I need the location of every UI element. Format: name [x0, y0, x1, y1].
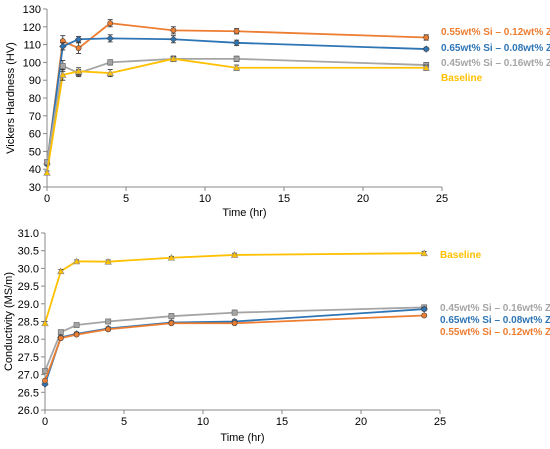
y-tick-label: 26.5 — [18, 387, 39, 399]
y-tick-label: 28.0 — [18, 334, 39, 346]
data-point — [73, 331, 80, 338]
y-tick-label: 29.5 — [18, 281, 39, 293]
x-axis-title: Time (hr) — [220, 432, 264, 444]
series-baseline — [43, 55, 430, 176]
data-point — [105, 318, 112, 325]
data-point — [167, 253, 176, 261]
data-point — [231, 309, 238, 316]
y-tick-label: 30.5 — [18, 246, 39, 258]
y-tick-label: 29.0 — [18, 299, 39, 311]
data-point — [106, 34, 114, 42]
y-tick-label: 28.5 — [18, 317, 39, 329]
legend-label-0-65wt-si-0-08wt-zr: 0.65wt% Si – 0.08wt% Zr — [441, 43, 550, 54]
series-0-55wt-si-0-12wt-zr — [42, 312, 428, 384]
y-tick-label: 100 — [23, 57, 41, 69]
legend-label-0-45wt-si-0-16wt-zr: 0.45wt% Si – 0.16wt% Zr — [440, 303, 550, 314]
data-point — [420, 305, 428, 313]
legend-label-baseline: Baseline — [441, 73, 483, 84]
data-point — [105, 326, 112, 333]
data-point — [72, 257, 81, 265]
x-tick-label: 25 — [434, 416, 446, 428]
y-tick-label: 120 — [23, 22, 41, 34]
series-line — [44, 306, 425, 372]
series-0-45wt-si-0-16wt-zr — [42, 304, 428, 374]
data-point — [42, 377, 48, 384]
y-tick-label: 40 — [29, 164, 41, 176]
legend-label-0-45wt-si-0-16wt-zr: 0.45wt% Si – 0.16wt% Zr — [441, 58, 550, 69]
data-point — [420, 249, 428, 257]
data-point — [42, 368, 48, 374]
x-tick-label: 10 — [197, 416, 209, 428]
hardness-chart: 30 40 50 60 70 80 90 100 110 120 130 0 5 10 15 20 25 Time… — [5, 4, 550, 219]
legend-label-0-55wt-si-0-12wt-zr: 0.55wt% Si – 0.12wt% Zr — [440, 327, 550, 338]
x-tick-label: 15 — [276, 416, 288, 428]
data-point — [106, 69, 114, 76]
data-point — [170, 27, 177, 34]
y-tick-label: 30.0 — [18, 263, 39, 275]
data-point — [232, 63, 241, 71]
series-0-65wt-si-0-08wt-zr — [43, 34, 430, 168]
data-point — [59, 71, 67, 78]
data-point — [421, 312, 428, 319]
y-axis-title: Vickers Hardness (HV) — [5, 42, 17, 154]
data-point — [57, 267, 65, 275]
data-point — [422, 45, 430, 53]
x-tick-label: 25 — [436, 193, 448, 205]
data-point — [104, 257, 112, 265]
data-point — [169, 55, 178, 62]
y-tick-label: 27.0 — [18, 370, 39, 382]
x-tick-label: 10 — [199, 193, 211, 205]
data-point — [74, 67, 83, 75]
y-tick-label: 60 — [29, 129, 41, 141]
data-point — [41, 319, 49, 327]
legend-label-0-65wt-si-0-08wt-zr: 0.65wt% Si – 0.08wt% Zr — [440, 315, 550, 326]
data-point — [233, 28, 240, 35]
y-tick-label: 50 — [29, 146, 41, 158]
series-baseline — [41, 249, 428, 327]
x-tick-label: 5 — [121, 416, 127, 428]
data-point — [59, 63, 66, 69]
conductivity-chart: 26.0 26.5 27.0 27.5 28.0 28.5 29.0 29.5 30.0 30.5… — [3, 228, 550, 444]
data-point — [74, 35, 83, 43]
x-tick-label: 20 — [357, 193, 369, 205]
x-tick-label: 20 — [355, 416, 367, 428]
data-point — [169, 35, 178, 43]
data-point — [107, 20, 114, 27]
x-tick-label: 15 — [278, 193, 290, 205]
series-line — [46, 57, 427, 173]
data-point — [73, 322, 80, 328]
y-tick-label: 80 — [29, 93, 41, 105]
data-point — [230, 251, 239, 258]
data-point — [107, 59, 114, 66]
data-point — [231, 320, 238, 327]
y-tick-label: 26.0 — [18, 405, 39, 417]
data-point — [57, 335, 64, 342]
data-point — [422, 63, 430, 71]
y-axis-title: Conductivity (MS/m) — [3, 272, 15, 371]
data-point — [232, 39, 241, 47]
y-tick-label: 130 — [23, 4, 41, 16]
y-tick-label: 90 — [29, 75, 41, 87]
legend-label-baseline: Baseline — [440, 250, 482, 261]
x-tick-label: 0 — [42, 416, 48, 428]
data-point — [233, 55, 240, 62]
y-tick-label: 110 — [23, 40, 41, 52]
data-point — [43, 168, 51, 176]
legend-label-0-55wt-si-0-12wt-zr: 0.55wt% Si – 0.12wt% Zr — [441, 27, 550, 38]
data-point — [168, 313, 175, 320]
data-point — [168, 320, 175, 327]
series-line — [46, 57, 427, 163]
y-tick-label: 31.0 — [18, 228, 39, 240]
data-point — [75, 45, 82, 52]
x-axis-title: Time (hr) — [222, 207, 266, 219]
y-tick-label: 30 — [29, 182, 41, 194]
data-point — [59, 42, 67, 51]
x-tick-label: 5 — [123, 193, 129, 205]
y-tick-label: 27.5 — [18, 352, 39, 364]
data-point — [423, 34, 430, 41]
y-tick-label: 70 — [29, 111, 41, 123]
x-tick-label: 0 — [44, 193, 50, 205]
